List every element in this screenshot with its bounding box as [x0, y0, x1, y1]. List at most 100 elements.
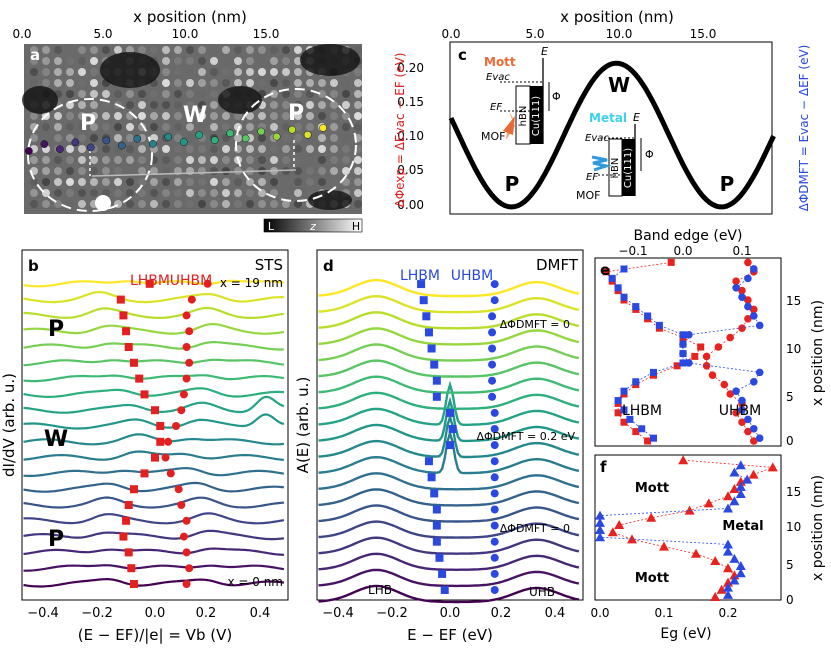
dmft-curve: [318, 311, 580, 330]
stm-blob: [258, 68, 266, 76]
dmft-uhbm-marker: [488, 328, 497, 337]
panel-f: f Mott Metal Mott 0.0 0.1 0.2 Eg (eV) 0 …: [590, 454, 826, 642]
panel-c-ytick-3: 0.15: [397, 95, 424, 109]
band-edge-point: [750, 305, 758, 314]
stm-blob: [138, 156, 146, 164]
stm-blob: [78, 134, 86, 142]
stm-blob: [174, 90, 182, 98]
stm-blob: [54, 57, 62, 65]
panel-c-xtick-0: 0.0: [441, 27, 460, 41]
band-edge-point: [632, 428, 640, 436]
inset-metal: Metal E hBN Cu(111) Evac Φ EF MOF: [576, 111, 654, 202]
stm-blob: [90, 79, 98, 87]
sts-curve: [23, 374, 285, 383]
band-edge-point: [626, 415, 634, 423]
gap-point: [723, 503, 733, 513]
inset-mott-phi: Φ: [552, 90, 561, 103]
sts-curve: [23, 358, 285, 367]
stm-blob: [90, 156, 98, 164]
band-edge-point: [738, 418, 746, 427]
stm-blob: [246, 57, 254, 65]
stm-blob: [54, 178, 62, 186]
stm-blob: [42, 46, 50, 54]
stm-blob: [174, 200, 182, 208]
sts-uhbm-marker: [182, 548, 191, 557]
stm-blob: [294, 167, 302, 175]
gap-point: [691, 548, 701, 558]
dmft-curve: [318, 396, 580, 443]
dmft-lhbm-marker: [446, 441, 454, 450]
inset-mott-ef: EF: [490, 102, 502, 113]
inset-mott-e-axis: E: [541, 45, 548, 58]
stm-blob: [66, 200, 74, 208]
sts-curve: [23, 387, 284, 398]
stm-blob: [306, 79, 314, 87]
phase-label-mott-top: Mott: [635, 481, 669, 496]
stm-blob: [282, 90, 290, 98]
gap-point: [723, 539, 733, 549]
stm-blob: [90, 90, 98, 98]
dmft-curve: [318, 359, 580, 378]
dmft-curve: [318, 375, 580, 394]
stm-blob: [66, 46, 74, 54]
panel-e-uhbm-label: UHBM: [719, 403, 761, 419]
gap-point: [684, 505, 695, 515]
stm-blob: [234, 79, 242, 87]
stm-blob: [138, 178, 146, 186]
stm-blob: [102, 145, 110, 153]
dmft-curve: [318, 412, 580, 459]
dmft-curve: [318, 520, 580, 539]
stm-blob: [246, 112, 254, 120]
band-edge-point: [638, 425, 646, 433]
sts-lhbm-marker: [116, 295, 125, 304]
stm-blob: [66, 145, 74, 153]
stm-dark-patch: [100, 52, 160, 88]
measurement-dot: [179, 138, 188, 146]
gap-point: [607, 527, 618, 537]
stm-blob: [234, 123, 242, 131]
panel-b: b STS LHBM UHBM x = 19 nm x = 0 nm P W P…: [0, 249, 289, 644]
stm-blob: [162, 101, 170, 109]
stm-blob: [222, 57, 230, 65]
gap-point: [614, 520, 625, 529]
panel-d-note-bottom: ΔΦDMFT = 0: [500, 522, 570, 535]
sts-lhbm-marker: [156, 437, 165, 446]
stm-blob: [30, 134, 38, 142]
stm-blob: [78, 57, 86, 65]
stm-blob: [66, 189, 74, 197]
stm-blob: [30, 189, 38, 197]
stm-blob: [282, 46, 290, 54]
gap-point: [595, 532, 605, 542]
panel-f-xtick-2: 0.2: [718, 606, 737, 620]
panel-c-frame: [449, 41, 773, 215]
panel-d-note-top: ΔΦDMFT = 0: [500, 318, 570, 331]
stm-blob: [78, 156, 86, 164]
inset-mott: Mott E hBN Cu(111) Evac EF Φ MOF: [481, 45, 561, 145]
stm-blob: [234, 200, 242, 208]
panel-e-xtick-1: 0.0: [673, 244, 692, 258]
stm-blob: [282, 178, 290, 186]
band-edge-point: [679, 359, 687, 367]
sts-uhbm-marker: [182, 343, 191, 351]
stm-blob: [234, 134, 242, 142]
stm-blob: [258, 134, 266, 142]
panel-b-frame: [21, 249, 289, 601]
inset-metal-mof: MOF: [576, 189, 600, 202]
band-edge-point: [702, 352, 711, 361]
stm-blob: [78, 112, 86, 120]
panel-d-frame: [316, 249, 584, 601]
stm-blob: [270, 178, 278, 186]
panel-e-ytick-2: 10: [786, 342, 801, 356]
stm-blob: [42, 200, 50, 208]
stm-blob: [138, 46, 146, 54]
stm-blob: [150, 101, 158, 109]
stm-blob: [318, 101, 326, 109]
stm-blob: [354, 123, 362, 131]
inset-mott-cu: Cu(111): [531, 96, 542, 136]
sts-uhbm-marker: [166, 469, 175, 478]
stm-blob: [78, 145, 86, 153]
stm-blob: [78, 90, 86, 98]
band-edge-point: [755, 368, 764, 377]
stm-blob: [210, 68, 218, 76]
panel-c-ylabel-left: ΔΦexp = ΔEvac − EF (eV): [393, 52, 407, 207]
